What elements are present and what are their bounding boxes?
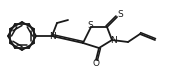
Text: N: N [110, 36, 116, 44]
Text: S: S [87, 20, 93, 30]
Text: O: O [93, 60, 99, 68]
Text: S: S [117, 10, 123, 18]
Text: N: N [49, 32, 55, 40]
